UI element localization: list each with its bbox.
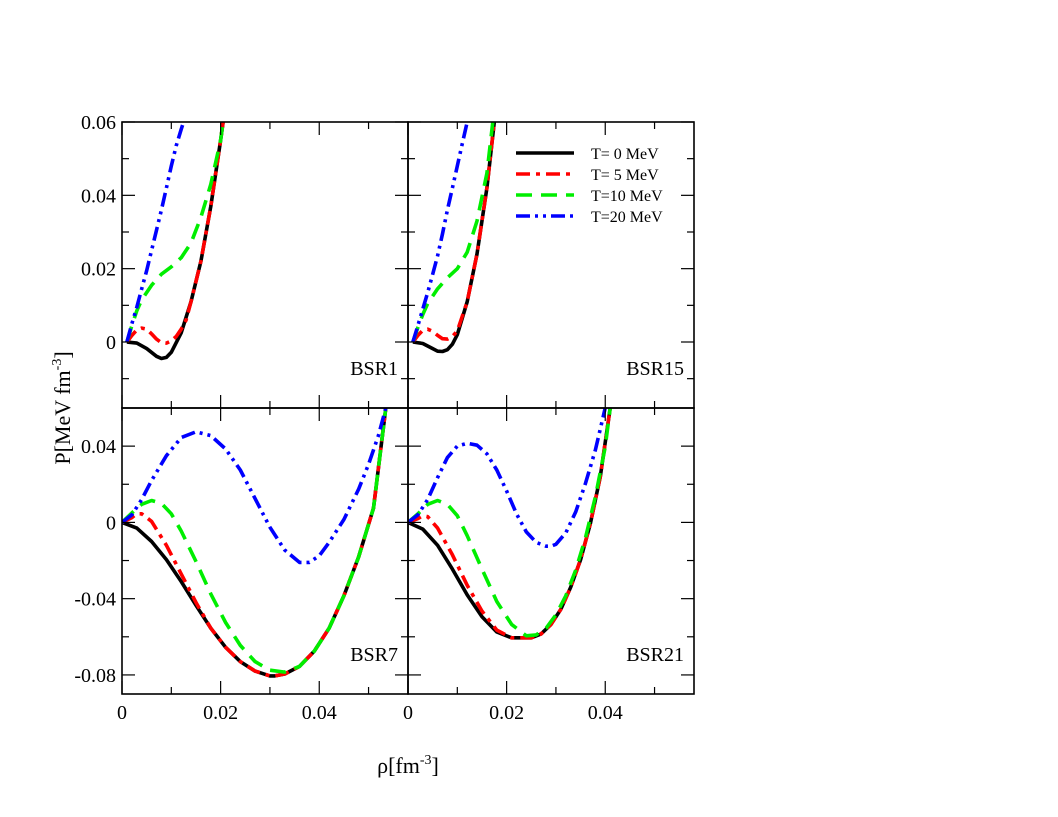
curves-layer	[122, 122, 612, 678]
y-tick-label-bottom: -0.04	[74, 589, 116, 611]
panel-bsr7-curves	[122, 408, 388, 678]
series-bsr15-t-10-mev	[411, 122, 495, 343]
series-bsr1-t-10-mev	[125, 122, 225, 343]
y-tick-label-top: 0	[106, 332, 116, 354]
series-bsr1-t-20-mev	[125, 122, 186, 343]
y-tick-label-top: 0.04	[81, 185, 116, 207]
series-bsr1-t-0-mev	[126, 122, 225, 361]
legend-label-t-20-mev: T=20 MeV	[591, 209, 663, 226]
legend: T= 0 MeV T= 5 MeV T=10 MeV T=20 MeV	[516, 146, 663, 226]
panel-frame-bsr21	[407, 407, 695, 695]
panel-label-bsr15: BSR15	[626, 358, 684, 380]
x-tick-label: 0	[403, 702, 413, 724]
labels-layer: 0 0.02 0.04 0.06 -0.08 -0.04 0 0.04 0 0.02 0.04 0 0.…	[74, 112, 684, 724]
panel-bsr1-curves	[125, 122, 225, 361]
x-axis-title-main: ρ[fm	[377, 753, 420, 778]
y-axis-title-close: ]	[50, 351, 75, 358]
series-bsr21-t-20-mev	[408, 408, 607, 549]
series-bsr15-t-20-mev	[411, 122, 469, 343]
y-tick-label-bottom: 0	[106, 512, 116, 534]
series-bsr7-t-20-mev	[122, 408, 388, 565]
y-axis-title: P[MeV fm-3]	[50, 351, 75, 464]
series-bsr21-t-0-mev	[408, 408, 612, 640]
panel-label-bsr1: BSR1	[350, 358, 398, 380]
x-tick-label: 0.02	[203, 702, 238, 724]
y-tick-label-bottom: -0.08	[74, 665, 116, 687]
y-tick-label-top: 0.06	[81, 112, 116, 134]
series-bsr1-t-5-mev	[125, 122, 225, 345]
panel-bsr21-curves	[408, 408, 612, 640]
series-bsr15-t-0-mev	[412, 122, 497, 354]
series-bsr21-t-10-mev	[408, 408, 612, 638]
series-bsr7-t-0-mev	[122, 408, 388, 678]
x-tick-label: 0	[117, 702, 127, 724]
y-axis-title-main: P[MeV fm	[50, 370, 75, 464]
series-bsr7-t-10-mev	[122, 408, 388, 674]
panel-bsr15-curves	[411, 122, 497, 354]
panel-label-bsr7: BSR7	[350, 644, 398, 666]
x-axis-title-close: ]	[432, 753, 439, 778]
series-bsr15-t-5-mev	[411, 122, 497, 344]
legend-label-t-10-mev: T=10 MeV	[591, 188, 663, 205]
x-tick-label: 0.04	[302, 702, 337, 724]
legend-label-t-5-mev: T= 5 MeV	[591, 167, 659, 184]
y-tick-label-top: 0.02	[81, 259, 116, 281]
legend-label-t-0-mev: T= 0 MeV	[591, 146, 659, 163]
frames-layer	[121, 121, 695, 695]
x-tick-label: 0.04	[588, 702, 623, 724]
y-tick-label-bottom: 0.04	[81, 436, 116, 458]
series-bsr21-t-5-mev	[408, 408, 612, 640]
x-axis-title: ρ[fm-3]	[377, 753, 439, 778]
panel-label-bsr21: BSR21	[626, 644, 684, 666]
x-axis-title-sup: -3	[420, 753, 432, 768]
series-bsr7-t-5-mev	[122, 408, 388, 678]
x-tick-label: 0.02	[489, 702, 524, 724]
y-axis-title-sup: -3	[50, 359, 65, 371]
